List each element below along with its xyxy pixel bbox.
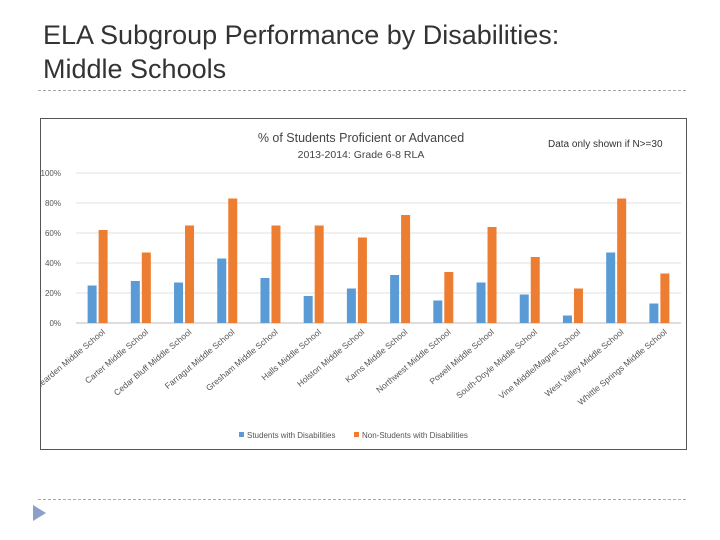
title-line-1: ELA Subgroup Performance by Disabilities… (43, 20, 560, 50)
bar-non-swd (617, 198, 627, 323)
chart-title: % of Students Proficient or Advanced (258, 131, 464, 145)
bar-swd (217, 258, 227, 323)
bar-swd (130, 281, 140, 323)
bar-swd (433, 300, 443, 323)
x-tick-label: Whittle Springs Middle School (576, 327, 669, 407)
legend-label: Students with Disabilities (247, 431, 335, 440)
legend-label: Non-Students with Disabilities (362, 431, 468, 440)
bar-swd (303, 296, 313, 323)
bar-non-swd (357, 237, 367, 323)
y-tick-label: 80% (45, 199, 61, 208)
bar-swd (174, 282, 184, 323)
bar-non-swd (228, 198, 238, 323)
bar-non-swd (98, 230, 108, 323)
bar-non-swd (530, 257, 540, 323)
bar-swd (260, 278, 270, 323)
bar-non-swd (487, 227, 497, 323)
play-triangle-icon (33, 505, 46, 521)
x-tick-label: Cedar Bluff Middle School (112, 327, 194, 398)
y-tick-label: 60% (45, 229, 61, 238)
y-tick-label: 20% (45, 289, 61, 298)
bar-non-swd (314, 225, 324, 323)
x-tick-label: Bearden Middle School (41, 327, 107, 391)
chart-subtitle: 2013-2014: Grade 6-8 RLA (298, 149, 425, 161)
bar-non-swd (401, 215, 411, 323)
bar-swd (519, 294, 529, 323)
divider-bottom (38, 499, 686, 500)
x-tick-label: West Valley Middle School (543, 327, 626, 399)
legend-swatch (239, 432, 244, 437)
divider-top (38, 90, 686, 91)
bar-non-swd (141, 252, 151, 323)
x-tick-label: Farragut Middle School (163, 327, 237, 391)
chart-container: % of Students Proficient or Advanced 2013… (29, 118, 687, 450)
bar-non-swd (444, 272, 454, 323)
bar-swd (562, 315, 572, 323)
data-note: Data only shown if N>=30 (548, 139, 663, 150)
bar-swd (390, 275, 400, 323)
y-tick-label: 100% (41, 169, 61, 178)
y-tick-label: 0% (49, 319, 61, 328)
bar-swd (476, 282, 486, 323)
x-tick-label: Vine Middle/Magnet School (497, 327, 583, 401)
bar-non-swd (185, 225, 195, 323)
bar-swd (346, 288, 356, 323)
slide-title: ELA Subgroup Performance by Disabilities… (43, 18, 559, 86)
x-tick-label: Northwest Middle School (374, 327, 453, 395)
bar-swd (606, 252, 616, 323)
title-line-2: Middle Schools (43, 54, 227, 84)
bar-non-swd (271, 225, 281, 323)
bar-swd (649, 303, 659, 323)
x-tick-label: South-Doyle Middle School (454, 327, 539, 401)
bar-non-swd (660, 273, 670, 323)
legend-swatch (354, 432, 359, 437)
bar-non-swd (573, 288, 583, 323)
y-tick-label: 40% (45, 259, 61, 268)
bar-swd (87, 285, 97, 323)
x-tick-label: Gresham Middle School (204, 327, 280, 393)
bar-chart: % of Students Proficient or Advanced 2013… (29, 131, 681, 440)
